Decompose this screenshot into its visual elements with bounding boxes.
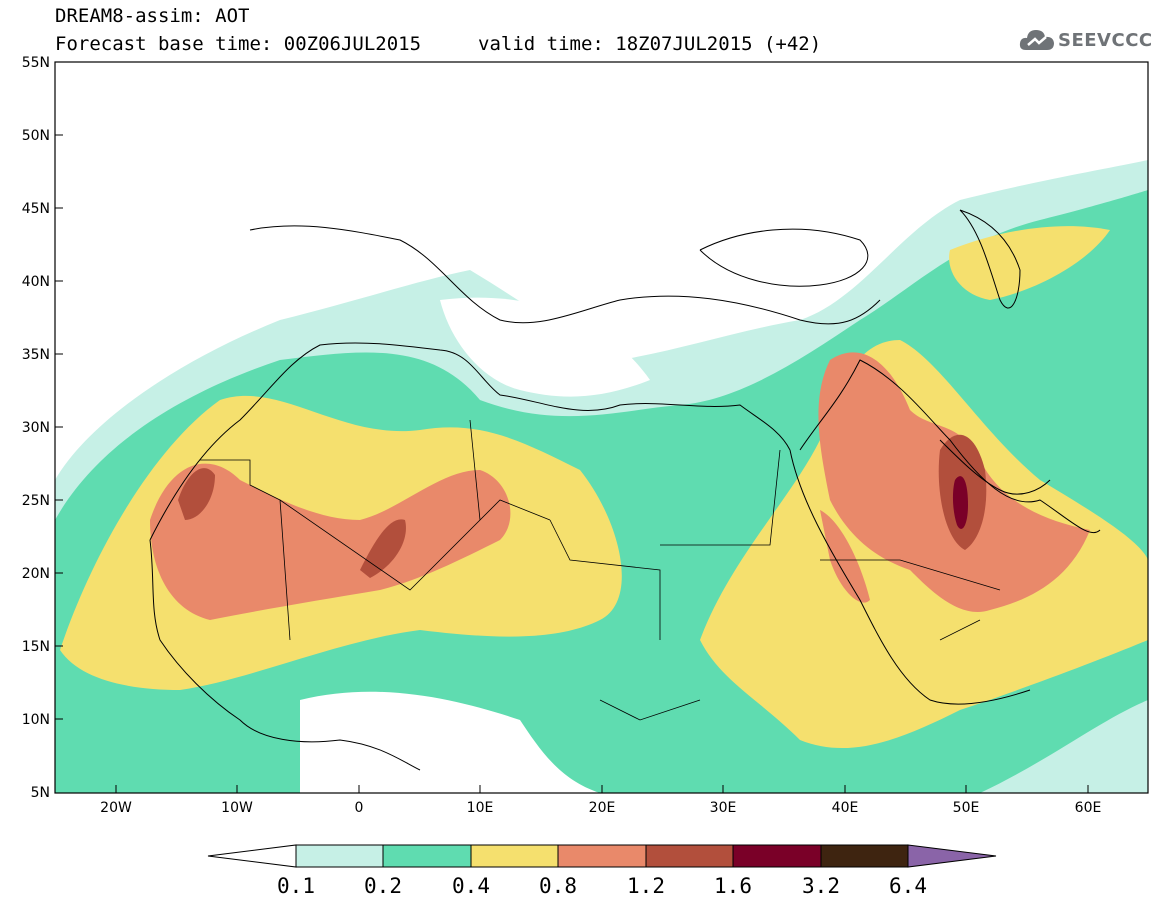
lon-label: 20E <box>589 800 616 816</box>
colorbar-label: 1.6 <box>714 874 752 898</box>
lon-label: 0 <box>355 800 364 816</box>
lon-label: 20W <box>100 800 132 816</box>
colorbar-bin <box>645 844 734 868</box>
colorbar-label: 6.4 <box>889 874 927 898</box>
lat-label: 10N <box>22 712 50 728</box>
valid-time: valid time: 18Z07JUL2015 (+42) <box>478 33 822 55</box>
lon-label: 40E <box>832 800 859 816</box>
colorbar-label: 0.2 <box>364 874 402 898</box>
colorbar-bin <box>470 844 559 868</box>
lat-label: 20N <box>22 566 50 582</box>
lat-label: 40N <box>22 274 50 290</box>
aot-contour-1.2 <box>178 468 215 520</box>
colorbar-label: 0.4 <box>452 874 490 898</box>
map-title: DREAM8-assim: AOT <box>55 5 250 27</box>
coastlines <box>149 209 1101 771</box>
coast-europe <box>249 225 881 325</box>
colorbar: 0.1 0.2 0.4 0.8 1.2 1.6 3.2 6.4 <box>207 844 997 898</box>
lon-axis: 20W 10W 0 10E 20E 30E 40E 50E 60E <box>100 785 1101 816</box>
aot-contour-0.8-red-sea <box>820 510 870 603</box>
lat-label: 55N <box>22 55 50 71</box>
lat-label: 25N <box>22 493 50 509</box>
colorbar-bin <box>382 844 472 868</box>
aot-field <box>55 160 1148 793</box>
colorbar-low-arrow <box>207 844 297 868</box>
colorbar-bin <box>295 844 384 868</box>
lat-label: 30N <box>22 420 50 436</box>
clean-air-region-east <box>440 297 650 397</box>
coast-africa-west <box>149 539 421 771</box>
seevccc-logo: SEEVCCC <box>1018 24 1152 58</box>
aot-contour-1.6 <box>952 476 968 529</box>
colorbar-label: 3.2 <box>802 874 840 898</box>
aot-contour-0.4-caspian <box>949 226 1110 300</box>
cloud-icon <box>1019 30 1054 50</box>
coast-black-sea <box>699 228 869 287</box>
colorbar-high-arrow <box>907 844 997 868</box>
colorbar-label: 1.2 <box>627 874 665 898</box>
forecast-base-time: Forecast base time: 00Z06JUL2015 <box>55 33 422 55</box>
colorbar-label: 0.1 <box>277 874 315 898</box>
aot-contour-0.8 <box>150 463 511 620</box>
colorbar-bin <box>732 844 822 868</box>
colorbar-bin <box>820 844 909 868</box>
coast-africa-north <box>149 342 791 541</box>
colorbar-label: 0.8 <box>539 874 577 898</box>
coast-arabia <box>799 359 1101 534</box>
coast-red-sea <box>789 449 1031 705</box>
lat-label: 35N <box>22 347 50 363</box>
lon-label: 50E <box>953 800 980 816</box>
coast-caspian <box>959 209 1021 309</box>
logo-text: SEEVCCC <box>1058 30 1153 51</box>
lon-label: 30E <box>710 800 737 816</box>
clean-air-region <box>300 691 600 793</box>
lat-label: 50N <box>22 128 50 144</box>
lat-label: 5N <box>31 785 50 801</box>
lat-label: 45N <box>22 201 50 217</box>
lon-label: 10W <box>221 800 253 816</box>
lon-label: 10E <box>467 800 494 816</box>
colorbar-bin <box>557 844 647 868</box>
border-lines <box>200 419 1001 721</box>
lat-axis: 55N 50N 45N 40N 35N 30N 25N 20N 15N 10N … <box>22 55 63 801</box>
lat-label: 15N <box>22 639 50 655</box>
coast-persian-gulf <box>939 439 1051 495</box>
lon-label: 60E <box>1075 800 1102 816</box>
